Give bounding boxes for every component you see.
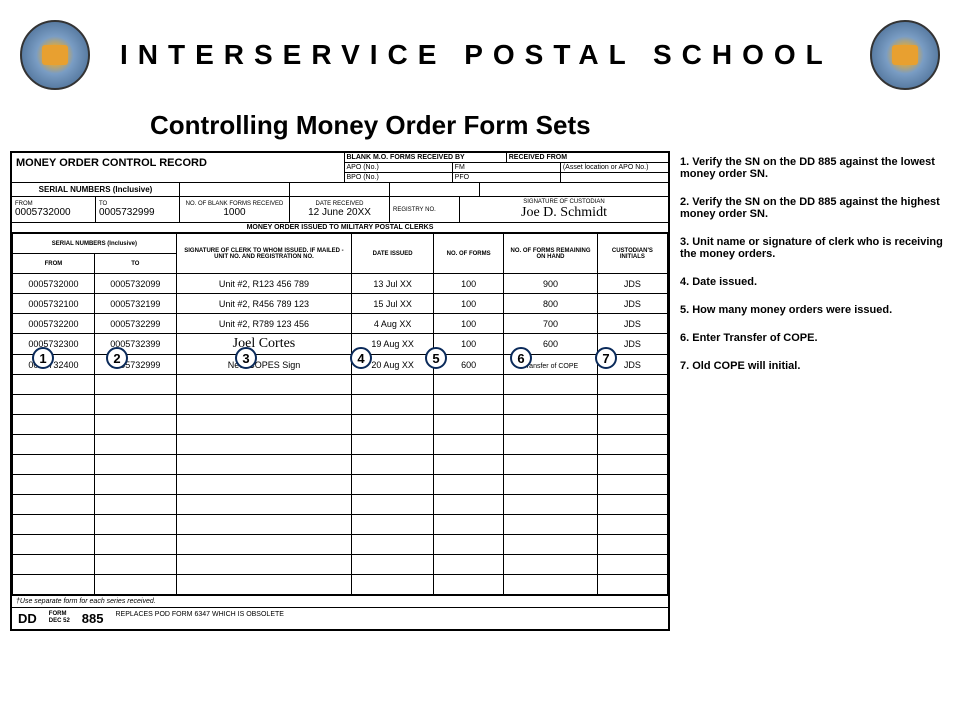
replaces-text: REPLACES POD FORM 6347 WHICH IS OBSOLETE — [110, 608, 290, 629]
sn-inclusive-label: SERIAL NUMBERS (Inclusive) — [12, 183, 180, 196]
instruction-4: 4. Date issued. — [680, 276, 950, 288]
blank-forms-value: 1000 — [183, 207, 286, 218]
col-from: FROM — [13, 254, 95, 274]
table-row — [13, 375, 668, 395]
apo-label: APO (No.) — [345, 163, 453, 172]
form-title: MONEY ORDER CONTROL RECORD — [12, 153, 344, 182]
date-received-value: 12 June 20XX — [293, 207, 386, 218]
sn-from-value: 0005732000 — [15, 207, 92, 218]
table-row — [13, 535, 668, 555]
callout-3: 3 — [235, 347, 257, 369]
table-row — [13, 475, 668, 495]
instruction-5: 5. How many money orders were issued. — [680, 304, 950, 316]
col-sig: SIGNATURE OF CLERK TO WHOM ISSUED. IF MA… — [176, 234, 351, 274]
table-row: 00057321000005732199Unit #2, R456 789 12… — [13, 294, 668, 314]
callout-1: 1 — [32, 347, 54, 369]
table-row — [13, 395, 668, 415]
received-from-header: RECEIVED FROM — [507, 153, 668, 162]
asset-label: (Asset location or APO No.) — [561, 163, 668, 172]
callout-4: 4 — [350, 347, 372, 369]
col-date: DATE ISSUED — [352, 234, 434, 274]
col-noforms: NO. OF FORMS — [434, 234, 504, 274]
signature-value: Joe D. Schmidt — [463, 205, 665, 221]
page-title: INTERSERVICE POSTAL SCHOOL — [90, 39, 870, 71]
table-row — [13, 575, 668, 595]
seal-right-icon — [870, 20, 940, 90]
issued-header: MONEY ORDER ISSUED TO MILITARY POSTAL CL… — [12, 223, 668, 233]
table-row — [13, 455, 668, 475]
callout-5: 5 — [425, 347, 447, 369]
seal-left-icon — [20, 20, 90, 90]
callout-7: 7 — [595, 347, 617, 369]
table-row — [13, 415, 668, 435]
blank-forms-header: BLANK M.O. FORMS RECEIVED BY — [345, 153, 507, 162]
sn-to-value: 0005732999 — [99, 207, 176, 218]
dd-label: DD — [12, 608, 43, 629]
instructions-panel: 1. Verify the SN on the DD 885 against t… — [680, 151, 950, 631]
col-sn: SERIAL NUMBERS (Inclusive) — [13, 234, 177, 254]
instruction-6: 6. Enter Transfer of COPE. — [680, 332, 950, 344]
instruction-7: 7. Old COPE will initial. — [680, 360, 950, 372]
form-number: 885 — [76, 608, 110, 629]
bpo-label: BPO (No.) — [345, 173, 453, 182]
clerk-table: SERIAL NUMBERS (Inclusive) SIGNATURE OF … — [12, 233, 668, 595]
form-note: †Use separate form for each series recei… — [12, 595, 668, 607]
form-sub: FORM DEC 52 — [43, 608, 76, 629]
callout-2: 2 — [106, 347, 128, 369]
table-row: 00057322000005732299Unit #2, R789 123 45… — [13, 314, 668, 334]
table-row — [13, 515, 668, 535]
col-init: CUSTODIAN'S INITIALS — [597, 234, 667, 274]
registry-label: REGISTRY NO. — [393, 207, 456, 213]
col-to: TO — [94, 254, 176, 274]
table-row: 00057320000005732099Unit #2, R123 456 78… — [13, 274, 668, 294]
callout-6: 6 — [510, 347, 532, 369]
instruction-1: 1. Verify the SN on the DD 885 against t… — [680, 156, 950, 180]
fm-label: FM — [453, 163, 561, 172]
table-row — [13, 555, 668, 575]
instruction-2: 2. Verify the SN on the DD 885 against t… — [680, 196, 950, 220]
table-row — [13, 495, 668, 515]
form-image: MONEY ORDER CONTROL RECORD BLANK M.O. FO… — [10, 151, 670, 631]
subtitle: Controlling Money Order Form Sets — [0, 90, 960, 151]
col-remain: NO. OF FORMS REMAINING ON HAND — [504, 234, 598, 274]
pfo-label: PFO — [453, 173, 561, 182]
instruction-3: 3. Unit name or signature of clerk who i… — [680, 236, 950, 260]
table-row — [13, 435, 668, 455]
